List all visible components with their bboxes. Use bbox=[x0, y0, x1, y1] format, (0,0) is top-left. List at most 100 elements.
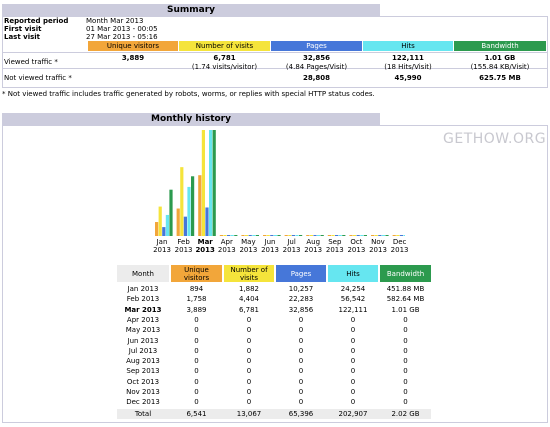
bar-hits bbox=[273, 235, 277, 236]
mt-cell-bandwidth: 0 bbox=[403, 326, 408, 335]
mt-cell-hits: 0 bbox=[350, 336, 356, 345]
bar-number-of-visits bbox=[288, 235, 292, 236]
bar-pages bbox=[378, 235, 382, 236]
last-visit-label: Last visit bbox=[4, 33, 41, 41]
traffic-footnote: * Not viewed traffic includes traffic ge… bbox=[2, 90, 375, 98]
chart-month-label-month: Jul bbox=[287, 238, 296, 246]
bar-number-of-visits bbox=[331, 235, 335, 236]
mt-cell-month: Oct 2013 bbox=[126, 377, 160, 386]
mt-cell-pages: 0 bbox=[298, 367, 304, 376]
mt-cell-hits: 0 bbox=[350, 377, 356, 386]
table-row: Sep 2013 0 0 0 0 0 bbox=[117, 366, 431, 376]
mt-header-number-of-visits: Number of visits bbox=[224, 265, 274, 282]
not-viewed-hits-value: 45,990 bbox=[394, 74, 422, 82]
table-total-row: Total 6,541 13,067 65,396 202,907 2.02 GB bbox=[117, 408, 431, 419]
bar-number-of-visits bbox=[158, 206, 162, 236]
chart-month-label-month: Apr bbox=[220, 238, 233, 246]
viewed-bandwidth-sub: (155.84 KB/Visit) bbox=[470, 63, 530, 71]
viewed-unique-visitors: 3,889 bbox=[88, 54, 178, 63]
mt-cell-bandwidth: 0 bbox=[403, 346, 408, 355]
mt-cell-bandwidth: 0 bbox=[403, 398, 408, 407]
mt-cell-month: Aug 2013 bbox=[126, 357, 160, 366]
bar-hits bbox=[295, 235, 299, 236]
bar-unique-visitors bbox=[219, 235, 223, 236]
mt-cell-unique: 0 bbox=[194, 398, 199, 407]
mt-cell-unique: 0 bbox=[194, 336, 199, 345]
mt-cell-visits: 13,067 bbox=[236, 409, 262, 418]
chart-month-label: Dec 2013 bbox=[390, 238, 410, 254]
mt-cell-unique: 894 bbox=[189, 285, 204, 293]
mt-cell-visits: 0 bbox=[246, 367, 252, 376]
table-row: May 2013 0 0 0 0 0 bbox=[117, 325, 431, 335]
mt-cell-unique: 0 bbox=[194, 357, 199, 366]
reported-period-value: Month Mar 2013 bbox=[86, 17, 144, 25]
bar-pages bbox=[248, 235, 252, 236]
chart-month-label-year: 2013 bbox=[325, 246, 344, 254]
mt-cell-pages: 0 bbox=[298, 326, 304, 335]
mt-cell-bandwidth: 0 bbox=[403, 336, 408, 345]
watermark: GETHOW.ORG bbox=[443, 131, 547, 147]
chart-month-label-month: May bbox=[241, 238, 256, 246]
bar-number-of-visits bbox=[353, 235, 357, 236]
table-row: Feb 2013 1,758 4,404 22,283 56,542 582.64 MB bbox=[117, 294, 431, 304]
chart-month-label: Aug 2013 bbox=[303, 238, 323, 254]
mt-cell-pages: 0 bbox=[298, 388, 304, 396]
mt-header-pages: Pages bbox=[276, 265, 326, 282]
bar-unique-visitors bbox=[327, 235, 331, 236]
viewed-visits-sub: (1.74 visits/visitor) bbox=[191, 63, 258, 71]
mt-cell-hits: 24,254 bbox=[340, 285, 366, 293]
viewed-hits-value: 122,111 bbox=[392, 54, 424, 62]
header-pages: Pages bbox=[271, 41, 362, 51]
mt-cell-unique: 0 bbox=[194, 346, 199, 355]
chart-month-label: Feb 2013 bbox=[174, 238, 194, 254]
chart-month-label: Apr 2013 bbox=[217, 238, 237, 254]
mt-cell-unique: 1,758 bbox=[186, 295, 207, 304]
chart-month-label: Jul 2013 bbox=[282, 238, 302, 254]
mt-cell-visits: 0 bbox=[246, 398, 252, 407]
mt-cell-unique: 0 bbox=[194, 315, 199, 324]
first-visit-label: First visit bbox=[4, 25, 42, 33]
bar-hits bbox=[317, 235, 321, 236]
mt-cell-visits: 0 bbox=[246, 326, 252, 335]
viewed-hits-sub: (18 Hits/Visit) bbox=[384, 63, 432, 71]
chart-month-label-year: 2013 bbox=[195, 246, 215, 254]
mt-cell-pages: 65,396 bbox=[288, 409, 314, 418]
not-viewed-pages: 28,808 bbox=[271, 74, 362, 83]
mt-cell-hits: 0 bbox=[350, 367, 356, 376]
mt-cell-visits: 1,882 bbox=[238, 285, 260, 293]
mt-cell-bandwidth: 1.01 GB bbox=[391, 305, 420, 314]
mt-cell-visits: 0 bbox=[246, 377, 252, 386]
mt-cell-pages: 32,856 bbox=[288, 305, 314, 314]
mt-cell-hits: 0 bbox=[350, 357, 356, 366]
mt-cell-month: Dec 2013 bbox=[126, 398, 160, 407]
chart-month-label: May 2013 bbox=[238, 238, 258, 254]
header-number-of-visits: Number of visits bbox=[179, 41, 270, 51]
mt-cell-pages: 0 bbox=[298, 315, 304, 324]
bar-hits bbox=[165, 214, 169, 236]
bar-unique-visitors bbox=[176, 208, 180, 236]
chart-month-label: Nov 2013 bbox=[368, 238, 388, 254]
not-viewed-pages-value: 28,808 bbox=[302, 74, 330, 82]
mt-cell-hits: 0 bbox=[350, 346, 356, 355]
bar-pages bbox=[356, 235, 360, 236]
header-hits: Hits bbox=[363, 41, 453, 51]
bar-number-of-visits bbox=[374, 235, 378, 236]
mt-cell-hits: 0 bbox=[350, 326, 356, 335]
bar-bandwidth bbox=[385, 235, 389, 236]
bar-number-of-visits bbox=[180, 167, 184, 236]
bar-hits bbox=[403, 235, 405, 236]
mt-cell-month: Mar 2013 bbox=[124, 305, 162, 314]
table-row: Jan 2013 894 1,882 10,257 24,254 451.88 MB bbox=[117, 284, 431, 294]
bar-bandwidth bbox=[234, 235, 238, 236]
mt-cell-month: Feb 2013 bbox=[126, 295, 160, 304]
monthly-history-panel bbox=[2, 125, 548, 423]
mt-cell-bandwidth: 582.64 MB bbox=[386, 295, 425, 304]
chart-month-label: Oct 2013 bbox=[346, 238, 366, 254]
table-row: Aug 2013 0 0 0 0 0 bbox=[117, 356, 431, 366]
mt-cell-pages: 0 bbox=[298, 357, 304, 366]
mt-cell-unique: 3,889 bbox=[186, 305, 207, 314]
mt-header-unique-visitors: Unique visitors bbox=[171, 265, 222, 282]
chart-month-label: Jan 2013 bbox=[152, 238, 172, 254]
mt-cell-bandwidth: 0 bbox=[403, 357, 408, 366]
bar-pages bbox=[205, 207, 209, 236]
